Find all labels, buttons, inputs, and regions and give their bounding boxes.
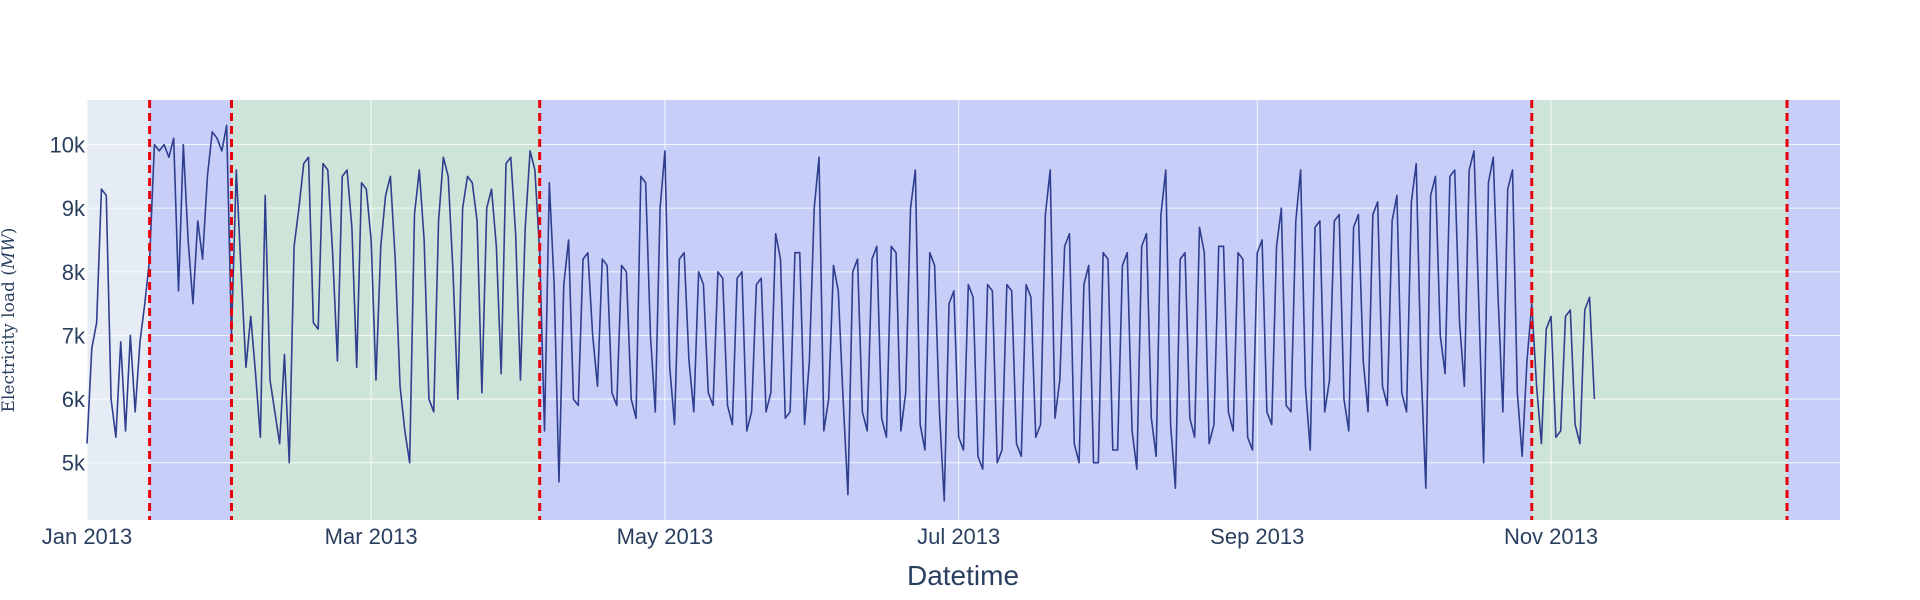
y-axis-title-suffix: ) — [0, 228, 19, 235]
x-tick-label-3: Jul 2013 — [917, 524, 1000, 549]
y-axis-title: Electricity load (MW) — [0, 228, 19, 413]
region-1 — [231, 100, 540, 520]
region-4 — [1787, 100, 1840, 520]
x-tick-label-1: Mar 2013 — [325, 524, 418, 549]
x-tick-label-4: Sep 2013 — [1210, 524, 1304, 549]
y-axis-title-unit: MW — [0, 233, 19, 270]
y-tick-label-1: 6k — [62, 387, 86, 412]
region-0 — [149, 100, 232, 520]
y-tick-label-3: 8k — [62, 260, 86, 285]
series-layer — [86, 124, 1596, 502]
x-tick-label-2: May 2013 — [617, 524, 714, 549]
load-series-line-0 — [86, 124, 1596, 502]
region-3 — [1531, 100, 1788, 520]
y-tick-label-4: 9k — [62, 196, 86, 221]
region-2 — [539, 100, 1532, 520]
y-tick-label-2: 7k — [62, 323, 86, 348]
x-tick-label-5: Nov 2013 — [1504, 524, 1598, 549]
y-tick-label-5: 10k — [50, 133, 86, 158]
grid-lines — [86, 100, 1840, 520]
y-axis-ticks: 5k 6k 7k 8k 9k 10k — [50, 133, 86, 476]
x-axis-ticks: Jan 2013 Mar 2013 May 2013 Jul 2013 Sep 2013… — [42, 524, 1598, 549]
dashed-vertical-lines — [148, 100, 1789, 520]
x-tick-label-0: Jan 2013 — [42, 524, 133, 549]
y-axis-title-prefix: Electricity load ( — [0, 269, 19, 412]
highlight-regions — [149, 100, 1840, 520]
y-tick-label-0: 5k — [62, 451, 86, 476]
x-axis-title: Datetime — [907, 560, 1019, 591]
